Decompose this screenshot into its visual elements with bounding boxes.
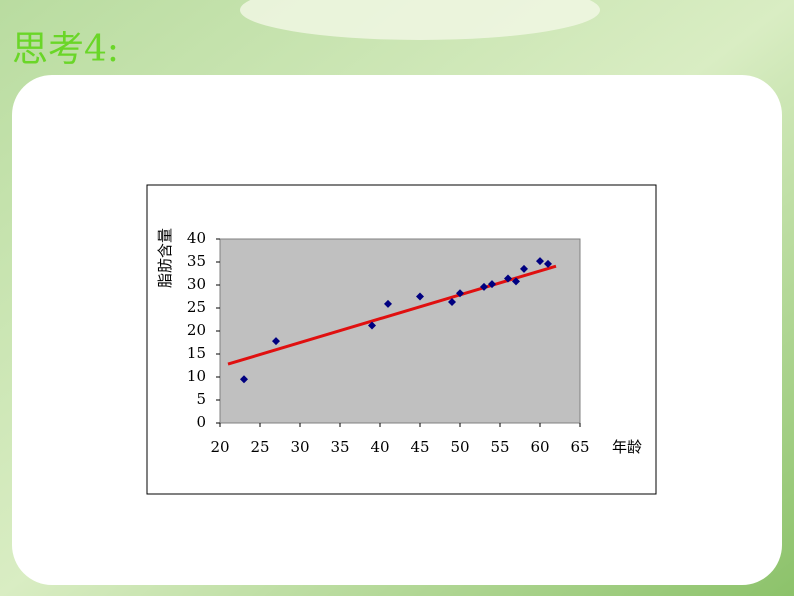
y-axis-label: 脂肪含量 xyxy=(156,228,174,288)
point xyxy=(384,299,392,308)
y-tick-label: 30 xyxy=(187,275,206,293)
x-tick-label: 30 xyxy=(290,438,309,456)
point xyxy=(520,264,528,273)
x-tick-label: 65 xyxy=(570,438,589,456)
point xyxy=(456,289,464,298)
point xyxy=(544,259,552,268)
chart: 0 5 10 15 20 25 30 35 40 20 25 30 35 40 45 50 55 60 65 年龄 脂肪… xyxy=(156,228,642,456)
y-tick-label: 20 xyxy=(187,321,206,339)
x-tick-label: 55 xyxy=(490,438,509,456)
point xyxy=(480,282,488,291)
x-axis-label: 年龄 xyxy=(612,438,642,456)
point xyxy=(448,298,456,307)
x-tick-label: 40 xyxy=(370,438,389,456)
y-tick-label: 15 xyxy=(187,344,206,362)
x-tick-label: 35 xyxy=(330,438,349,456)
x-tick-label: 25 xyxy=(250,438,269,456)
point xyxy=(512,277,520,286)
y-tick-label: 25 xyxy=(187,298,206,316)
y-tick-label: 10 xyxy=(187,367,206,385)
point xyxy=(504,274,512,283)
x-tick-label: 60 xyxy=(530,438,549,456)
point xyxy=(536,257,544,266)
slide-title: 思考4: xyxy=(12,29,119,70)
y-tick-label: 40 xyxy=(187,229,206,247)
point xyxy=(488,280,496,289)
x-tick-label: 45 xyxy=(410,438,429,456)
x-tick-label: 50 xyxy=(450,438,469,456)
plot-area xyxy=(219,238,581,424)
trend-line xyxy=(227,264,557,366)
y-tick-label: 35 xyxy=(187,252,206,270)
y-tick-label: 0 xyxy=(196,413,206,431)
point xyxy=(416,292,424,301)
point xyxy=(368,321,376,330)
decoration xyxy=(240,0,600,40)
x-tick-label: 20 xyxy=(210,438,229,456)
point xyxy=(272,337,280,346)
y-tick-label: 5 xyxy=(196,390,206,408)
point xyxy=(240,375,248,384)
